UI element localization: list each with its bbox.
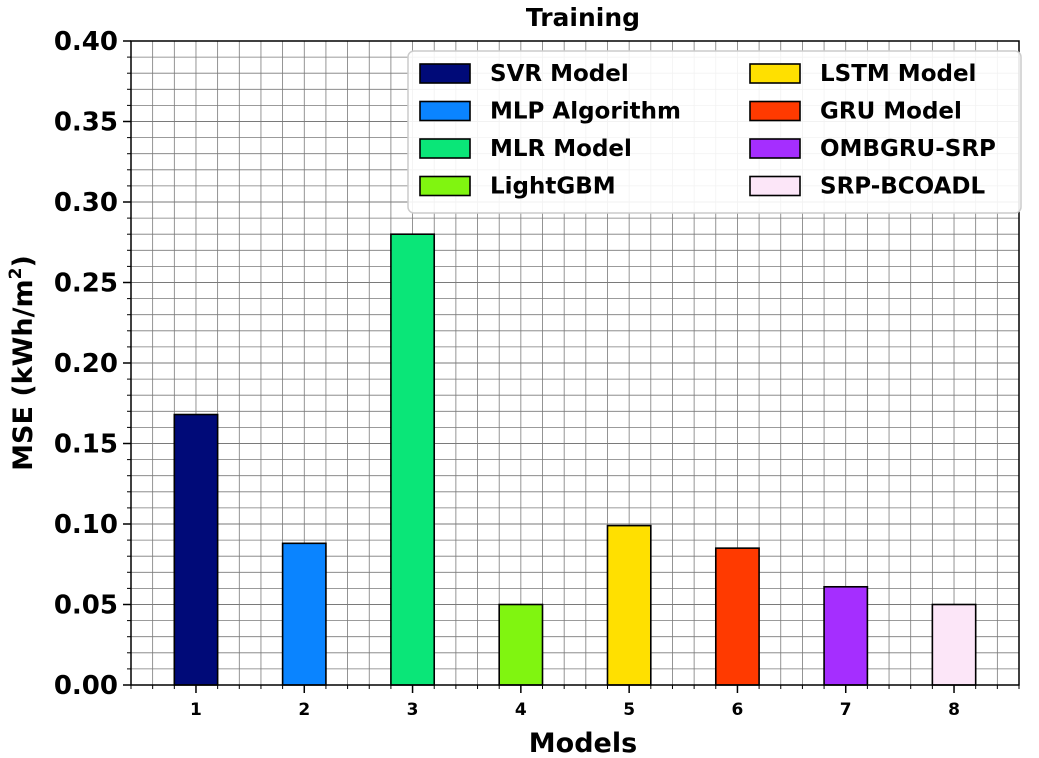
x-tick-label: 5 <box>623 700 635 720</box>
x-tick-label: 8 <box>948 700 960 720</box>
legend-label-3: MLR Model <box>490 136 632 162</box>
legend-swatch-8 <box>749 175 801 197</box>
legend-swatch-5 <box>749 63 801 84</box>
legend-swatch-7 <box>749 138 801 159</box>
y-tick-label: 0.15 <box>54 430 118 460</box>
legend-label-8: SRP-BCOADL <box>820 174 986 200</box>
legend-label-6: GRU Model <box>820 99 962 125</box>
bar-5 <box>606 524 652 686</box>
ticks: 0.00 0.05 0.10 0.15 0.20 0.25 0.30 0.35 0.40 1 2 3 4… <box>54 27 1020 720</box>
bar-6 <box>714 547 760 686</box>
y-tick-label: 0.10 <box>54 510 118 540</box>
bar-3 <box>390 233 436 686</box>
bar-2 <box>281 542 327 686</box>
legend-label-5: LSTM Model <box>820 61 976 87</box>
x-tick-label: 1 <box>190 700 202 720</box>
chart-title: Training <box>526 3 640 32</box>
legend-swatch-1 <box>419 63 471 84</box>
x-tick-label: 3 <box>407 700 419 720</box>
bar-1 <box>173 413 219 686</box>
y-axis-label-suffix: ) <box>8 255 39 267</box>
legend-swatch-3 <box>419 138 471 159</box>
x-tick-label: 4 <box>515 700 527 720</box>
legend-box <box>407 50 1022 214</box>
y-tick-label: 0.20 <box>54 349 118 379</box>
legend: SVR Model MLP Algorithm MLR Model LightGBM L… <box>407 50 1022 214</box>
bars <box>173 233 977 686</box>
legend-label-7: OMBGRU-SRP <box>820 136 996 162</box>
y-axis-label-main: MSE (kWh/m <box>8 279 39 470</box>
y-tick-label: 0.05 <box>54 591 118 621</box>
y-tick-label: 0.40 <box>54 27 118 57</box>
x-axis-label: Models <box>529 728 637 758</box>
bar-7 <box>823 585 869 686</box>
x-tick-label: 2 <box>298 700 310 720</box>
y-tick-label: 0.35 <box>54 108 118 138</box>
y-axis-label-superscript: 2 <box>6 268 26 280</box>
x-tick-label: 6 <box>732 700 744 720</box>
y-tick-label: 0.25 <box>54 269 118 299</box>
bar-4 <box>498 603 544 686</box>
legend-label-2: MLP Algorithm <box>490 99 681 125</box>
bar-8 <box>931 603 977 686</box>
y-tick-label: 0.30 <box>54 188 118 218</box>
legend-swatch-4 <box>419 175 471 197</box>
legend-label-4: LightGBM <box>490 174 616 200</box>
x-tick-label: 7 <box>840 700 852 720</box>
legend-label-1: SVR Model <box>490 61 629 87</box>
legend-swatch-2 <box>419 100 471 122</box>
legend-swatch-6 <box>749 100 801 122</box>
y-axis-label: MSE (kWh/m2) <box>6 255 39 471</box>
y-tick-label: 0.00 <box>54 671 118 701</box>
